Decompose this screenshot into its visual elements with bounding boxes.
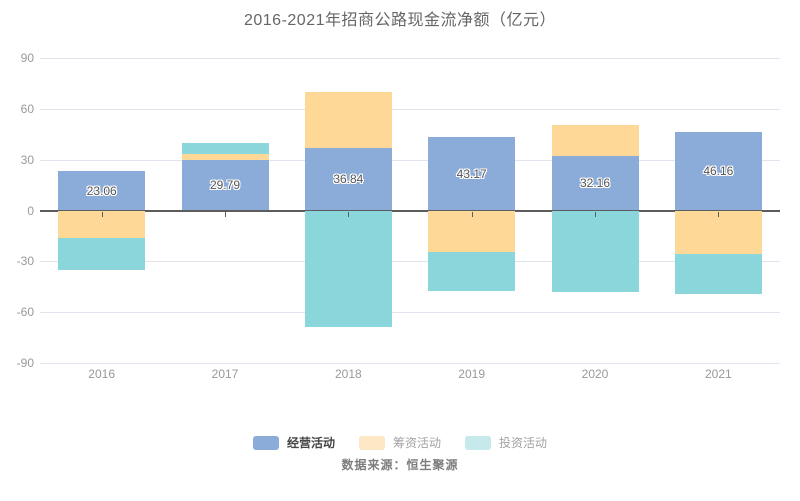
bar-segment-2018-筹资活动[interactable] bbox=[304, 91, 392, 149]
bar-segment-2018-经营活动[interactable] bbox=[304, 148, 392, 211]
bar-segment-2019-经营活动[interactable] bbox=[428, 137, 516, 211]
y-axis-tick-label: 30 bbox=[20, 152, 34, 167]
y-axis-tick-label: 60 bbox=[20, 101, 34, 116]
gridline bbox=[40, 312, 780, 314]
gridline bbox=[40, 363, 780, 364]
x-axis-tick bbox=[348, 211, 350, 217]
legend-item-operating[interactable]: 经营活动 bbox=[252, 434, 335, 451]
legend-label-operating: 经营活动 bbox=[286, 436, 335, 450]
bar-segment-2017-经营活动[interactable] bbox=[181, 160, 269, 211]
gridline bbox=[40, 261, 780, 263]
x-axis-tick bbox=[471, 211, 473, 217]
x-axis-category-label: 2016 bbox=[88, 367, 116, 381]
bar-segment-2019-筹资活动[interactable] bbox=[428, 210, 516, 253]
gridline bbox=[40, 159, 780, 161]
y-axis-tick-label: -30 bbox=[16, 254, 34, 269]
bar-segment-2018-投资活动[interactable] bbox=[304, 210, 392, 327]
source-line: 数据来源：恒生聚源 bbox=[341, 458, 459, 472]
gridline bbox=[40, 58, 780, 59]
bar-value-label: 43.17 bbox=[456, 166, 487, 181]
y-axis-tick-label: -90 bbox=[16, 356, 34, 370]
bar-segment-2016-投资活动[interactable] bbox=[58, 238, 146, 270]
bar-value-label: 36.84 bbox=[333, 172, 364, 187]
x-axis-category-label: 2020 bbox=[581, 367, 609, 381]
bar-value-label: 29.79 bbox=[209, 178, 241, 193]
x-axis-tick bbox=[225, 211, 226, 217]
x-axis-tick bbox=[718, 211, 720, 217]
bar-segment-2020-投资活动[interactable] bbox=[551, 210, 639, 293]
legend-swatch-investing-icon bbox=[465, 435, 491, 450]
bar-value-label: 32.16 bbox=[579, 176, 611, 191]
bar-segment-2016-经营活动[interactable] bbox=[58, 171, 146, 211]
x-axis-category-label: 2021 bbox=[704, 367, 732, 381]
bar-segment-2021-经营活动[interactable] bbox=[674, 132, 762, 211]
x-axis-category-label: 2018 bbox=[334, 367, 362, 381]
y-axis-tick-label: -60 bbox=[16, 305, 34, 320]
x-axis-zero-line bbox=[40, 209, 780, 212]
x-axis-tick bbox=[101, 211, 103, 217]
bar-segment-2020-筹资活动[interactable] bbox=[551, 124, 639, 156]
legend-swatch-financing-icon bbox=[358, 435, 385, 450]
bar-value-label: 46.16 bbox=[703, 164, 734, 179]
bar-segment-2021-筹资活动[interactable] bbox=[674, 210, 762, 255]
bar-value-label: 23.06 bbox=[86, 183, 117, 198]
bar-segment-2019-投资活动[interactable] bbox=[428, 252, 516, 291]
x-axis-category-label: 2017 bbox=[211, 367, 239, 381]
legend-item-investing[interactable]: 投资活动 bbox=[465, 434, 547, 451]
legend-item-financing[interactable]: 筹资活动 bbox=[358, 434, 441, 451]
y-axis-tick-label: 0 bbox=[27, 203, 34, 218]
bar-segment-2020-经营活动[interactable] bbox=[551, 156, 639, 211]
bar-segment-2017-筹资活动[interactable] bbox=[181, 154, 269, 160]
x-axis-category-label: 2019 bbox=[458, 367, 486, 381]
legend: 经营活动 筹资活动 投资活动 bbox=[0, 434, 800, 451]
gridline bbox=[40, 108, 780, 110]
legend-label-investing: 投资活动 bbox=[499, 436, 548, 450]
bar-segment-2021-投资活动[interactable] bbox=[674, 254, 762, 294]
legend-label-financing: 筹资活动 bbox=[392, 436, 441, 450]
x-axis-tick bbox=[595, 211, 596, 217]
legend-swatch-operating-icon bbox=[252, 435, 279, 450]
bar-segment-2017-投资活动[interactable] bbox=[181, 142, 269, 155]
y-axis-tick-label: 90 bbox=[20, 51, 34, 65]
chart-title: 2016-2021年招商公路现金流净额（亿元） bbox=[243, 12, 557, 29]
